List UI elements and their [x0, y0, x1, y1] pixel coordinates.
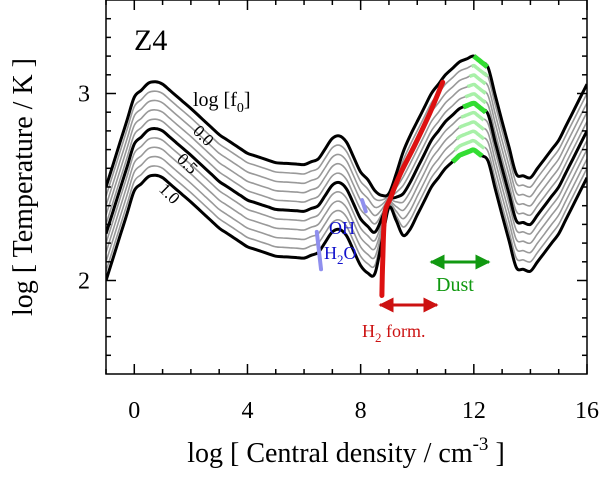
y-tick-label: 3 [78, 82, 90, 108]
dust-segment [460, 110, 485, 122]
dust-segment [468, 73, 487, 86]
dust-segment [458, 120, 485, 131]
h2-formation-track [379, 79, 446, 298]
curve-f0-0.5 [106, 101, 587, 235]
h2o-label: H2O [324, 243, 357, 267]
curve-f0-0.1 [106, 64, 587, 202]
x-tick-label: 16 [575, 398, 599, 424]
x-tick-label: 0 [128, 398, 140, 424]
axis-ticks: 0 4 8 12 16 2 3 [78, 0, 599, 424]
oh-h2o-mark [360, 198, 368, 214]
curve-f0-1 [106, 148, 587, 281]
dust-segment [450, 147, 484, 164]
dust-band [450, 54, 489, 164]
x-tick-label: 8 [355, 398, 367, 424]
curve-f0-0.2 [106, 73, 587, 209]
x-axis-label: log [ Central density / cm-3 ] [187, 434, 505, 469]
param-label: log [f0] [193, 89, 251, 116]
dust-segment [471, 63, 489, 78]
dust-segment [455, 129, 486, 141]
h2-label: H2 form. [362, 321, 426, 345]
curve-f0-0.8 [106, 130, 587, 263]
dust-segment [472, 54, 489, 69]
x-tick-label: 4 [241, 398, 253, 424]
curve-f0-0.7 [106, 120, 587, 253]
curve-group [106, 54, 587, 281]
dust-segment [464, 92, 487, 105]
curve-f0-0.3 [106, 83, 587, 217]
y-axis-label: log [ Temperature / K ] [8, 58, 39, 316]
oh-label: OH [329, 218, 355, 238]
y-tick-label: 2 [78, 269, 90, 295]
panel-label: Z4 [134, 24, 167, 57]
curve-f0-0 [106, 54, 587, 198]
oh-h2o-marks [314, 198, 368, 272]
x-tick-label: 12 [462, 398, 486, 424]
h2-track-line [379, 79, 446, 298]
dust-segment [462, 100, 488, 115]
dust-segment [453, 138, 486, 152]
dust-segment [466, 82, 487, 95]
curve-f0-0.4 [106, 92, 587, 225]
dust-label: Dust [436, 274, 474, 296]
curve-label-0: 0.0 [189, 121, 217, 149]
oh-h2o-mark [314, 229, 324, 272]
curve-f0-0.9 [106, 139, 587, 272]
curve-f0-0.6 [106, 111, 587, 244]
